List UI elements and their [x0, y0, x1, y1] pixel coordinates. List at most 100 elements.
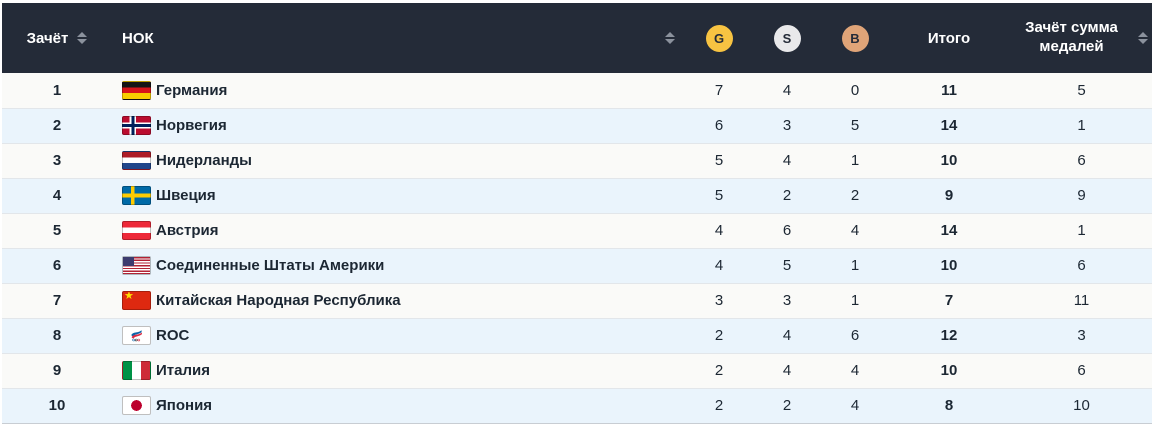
table-row: 3 Нидерланды 5 4 1 10 6 — [2, 142, 1152, 178]
sort-icon[interactable] — [77, 32, 87, 44]
medal-sum-rank: 1 — [1009, 107, 1152, 143]
country-name: Соединенные Штаты Америки — [156, 257, 385, 274]
flag-us-icon — [122, 256, 151, 275]
silver-count: 4 — [753, 317, 821, 353]
country-name: Австрия — [156, 222, 219, 239]
header-rank-label: Зачёт — [26, 29, 69, 47]
rank-cell: 8 — [2, 317, 112, 353]
country-name: Швеция — [156, 187, 216, 204]
table-row: 8 ROC 2 4 6 12 3 — [2, 317, 1152, 353]
noc-cell: Швеция — [112, 177, 685, 213]
medal-sum-rank: 3 — [1009, 317, 1152, 353]
header-total-sortable[interactable]: Итого — [889, 3, 1009, 73]
rank-cell: 4 — [2, 177, 112, 213]
bronze-count: 5 — [821, 107, 889, 143]
silver-count: 6 — [753, 212, 821, 248]
silver-count: 4 — [753, 142, 821, 178]
table-body: 1 Германия 7 4 0 11 5 2 Норвегия 6 3 5 14 1 3 Нидерланд… — [2, 73, 1152, 424]
gold-count: 2 — [685, 352, 753, 388]
table-row: 7 ★ Китайская Народная Республика 3 3 1 7 11 — [2, 282, 1152, 318]
medal-sum-rank: 5 — [1009, 73, 1152, 108]
medal-sum-rank: 9 — [1009, 177, 1152, 213]
gold-count: 5 — [685, 142, 753, 178]
roc-emblem-icon — [131, 330, 142, 342]
gold-count: 2 — [685, 317, 753, 353]
flag-de-icon — [122, 80, 151, 100]
bronze-count: 6 — [821, 317, 889, 353]
gold-count: 4 — [685, 247, 753, 283]
header-noc-label: НОК — [122, 29, 154, 47]
table-row: 6 Соединенные Штаты Америки 4 5 1 10 6 — [2, 247, 1152, 283]
noc-cell: Австрия — [112, 212, 685, 248]
flag-nl-icon — [122, 151, 151, 170]
medal-standings-table: Зачёт НОК G — [2, 3, 1152, 424]
gold-count: 4 — [685, 212, 753, 248]
header-noc-sortable[interactable]: НОК — [112, 3, 685, 73]
bronze-count: 1 — [821, 282, 889, 318]
medal-sum-rank: 11 — [1009, 282, 1152, 318]
silver-count: 2 — [753, 387, 821, 424]
noc-cell: ★ Китайская Народная Республика — [112, 282, 685, 318]
header-medal-sum-rank-sortable[interactable]: Зачёт сумма медалей — [1009, 3, 1152, 73]
header-gold-sortable[interactable]: G — [685, 3, 753, 73]
silver-count: 5 — [753, 247, 821, 283]
table-header: Зачёт НОК G — [2, 3, 1152, 73]
rank-cell: 3 — [2, 142, 112, 178]
bronze-count: 0 — [821, 73, 889, 108]
flag-it-icon — [122, 361, 151, 380]
flag-se-icon — [122, 186, 151, 205]
table-row: 4 Швеция 5 2 2 9 9 — [2, 177, 1152, 213]
country-name: Германия — [156, 81, 228, 99]
rank-cell: 6 — [2, 247, 112, 283]
flag-roc-icon — [122, 326, 151, 345]
noc-cell: Германия — [112, 73, 685, 108]
gold-count: 5 — [685, 177, 753, 213]
rank-cell: 5 — [2, 212, 112, 248]
country-name: ROC — [156, 327, 190, 344]
rank-cell: 10 — [2, 387, 112, 424]
rank-cell: 2 — [2, 107, 112, 143]
medal-sum-rank: 10 — [1009, 387, 1152, 424]
flag-at-icon — [122, 221, 151, 240]
medal-sum-rank: 6 — [1009, 247, 1152, 283]
country-name: Китайская Народная Республика — [156, 292, 401, 309]
silver-medal-icon[interactable]: S — [773, 24, 801, 52]
noc-cell: Соединенные Штаты Америки — [112, 247, 685, 283]
total-count: 12 — [889, 317, 1009, 353]
total-count: 11 — [889, 73, 1009, 108]
silver-count: 2 — [753, 177, 821, 213]
silver-count: 3 — [753, 282, 821, 318]
total-count: 10 — [889, 142, 1009, 178]
silver-count: 4 — [753, 73, 821, 108]
bronze-medal-icon[interactable]: B — [841, 24, 869, 52]
rank-cell: 9 — [2, 352, 112, 388]
sort-icon[interactable] — [665, 32, 675, 44]
total-count: 10 — [889, 352, 1009, 388]
noc-cell: Италия — [112, 352, 685, 388]
gold-count: 7 — [685, 73, 753, 108]
gold-count: 3 — [685, 282, 753, 318]
sort-icon[interactable] — [1138, 32, 1148, 44]
table-row: 10 Япония 2 2 4 8 10 — [2, 387, 1152, 424]
china-star-icon: ★ — [124, 291, 134, 302]
flag-no-icon — [122, 116, 151, 135]
bronze-count: 2 — [821, 177, 889, 213]
total-count: 7 — [889, 282, 1009, 318]
rank-cell: 7 — [2, 282, 112, 318]
bronze-count: 1 — [821, 247, 889, 283]
flag-cn-icon: ★ — [122, 291, 151, 310]
header-silver-sortable[interactable]: S — [753, 3, 821, 73]
bronze-count: 1 — [821, 142, 889, 178]
silver-count: 3 — [753, 107, 821, 143]
header-total-label: Итого — [927, 29, 971, 47]
flag-jp-icon — [122, 396, 151, 415]
header-rank-sortable[interactable]: Зачёт — [2, 3, 112, 73]
silver-count: 4 — [753, 352, 821, 388]
country-name: Япония — [156, 397, 213, 414]
header-bronze-sortable[interactable]: B — [821, 3, 889, 73]
gold-medal-icon[interactable]: G — [705, 24, 733, 52]
country-name: Италия — [156, 362, 210, 379]
table-row: 1 Германия 7 4 0 11 5 — [2, 73, 1152, 108]
table-row: 2 Норвегия 6 3 5 14 1 — [2, 107, 1152, 143]
